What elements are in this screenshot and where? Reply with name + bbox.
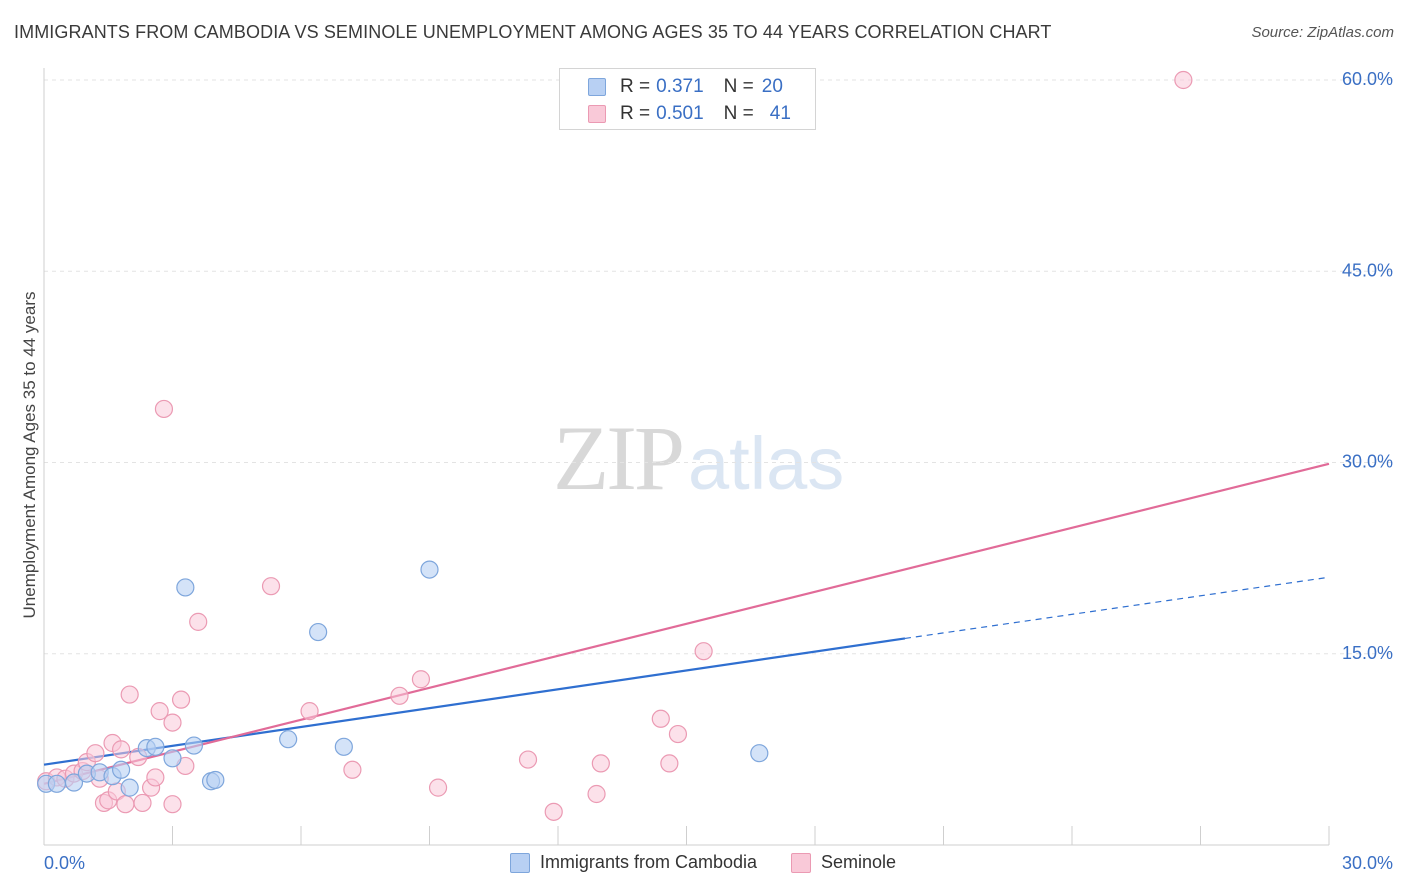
point-cambodia	[120, 778, 139, 797]
legend-swatch-seminole	[791, 852, 812, 873]
chart-title: IMMIGRANTS FROM CAMBODIA VS SEMINOLE UNE…	[14, 22, 1052, 42]
point-seminole	[120, 685, 139, 704]
point-seminole	[343, 760, 362, 779]
point-seminole	[668, 724, 688, 744]
point-seminole	[116, 795, 135, 814]
stats-legend: R = 0.371 N = 20 R = 0.501 N = 41	[559, 68, 816, 130]
legend-n-value: 41	[769, 103, 791, 124]
legend-n-label: N =	[723, 103, 754, 124]
legend-n-value: 20	[761, 76, 783, 97]
legend-label-cambodia: Immigrants from Cambodia	[539, 852, 758, 872]
x-tick-label: 0.0%	[44, 853, 85, 873]
point-seminole	[587, 784, 606, 804]
y-tick-label: 60.0%	[1342, 69, 1393, 89]
point-cambodia	[420, 560, 439, 579]
point-seminole	[133, 793, 152, 813]
point-seminole	[518, 750, 538, 769]
chart-source: Source: ZipAtlas.com	[1251, 24, 1394, 41]
y-tick-label: 30.0%	[1342, 452, 1393, 472]
point-cambodia	[146, 737, 165, 756]
point-seminole	[428, 778, 448, 797]
legend-item-cambodia[interactable]: Immigrants from Cambodia	[509, 852, 758, 873]
legend-item-seminole[interactable]: Seminole	[791, 852, 896, 873]
point-cambodia	[111, 760, 131, 779]
legend-swatch-cambodia	[588, 78, 606, 96]
point-seminole	[591, 754, 610, 773]
point-cambodia	[206, 770, 225, 790]
trend-line-cambodia-projection	[904, 576, 1330, 640]
legend-r-value: 0.501	[656, 103, 704, 124]
series-legend: Immigrants from Cambodia Seminole	[0, 852, 1406, 873]
legend-row-cambodia: R = 0.371 N = 20	[588, 75, 783, 99]
point-cambodia	[279, 730, 298, 749]
point-cambodia	[64, 773, 84, 792]
watermark: ZIPatlas	[553, 405, 844, 511]
point-cambodia	[750, 744, 769, 763]
y-tick-label: 15.0%	[1342, 643, 1393, 663]
point-seminole	[154, 399, 174, 419]
point-cambodia	[47, 774, 66, 793]
point-seminole	[261, 577, 281, 596]
point-seminole	[163, 713, 182, 732]
legend-r-label: R =	[620, 76, 651, 97]
point-cambodia	[334, 737, 353, 756]
legend-r-value: 0.371	[656, 76, 704, 97]
point-cambodia	[309, 622, 328, 642]
point-cambodia	[184, 736, 204, 755]
point-cambodia	[176, 578, 195, 597]
point-seminole	[660, 754, 679, 773]
x-tick-label: 30.0%	[1342, 853, 1393, 873]
data-points	[37, 70, 1193, 821]
point-seminole	[544, 802, 563, 821]
y-tick-label: 45.0%	[1342, 260, 1393, 280]
legend-row-seminole: R = 0.501 N = 41	[588, 102, 791, 126]
point-cambodia	[163, 749, 182, 768]
point-seminole	[86, 744, 105, 763]
point-seminole	[189, 612, 208, 631]
point-seminole	[411, 670, 431, 689]
tick-labels: 15.0% 30.0% 45.0% 60.0% 0.0% 30.0%	[44, 69, 1393, 873]
watermark-zip: ZIP	[553, 407, 685, 509]
point-seminole	[111, 740, 131, 759]
point-seminole	[300, 702, 319, 721]
legend-n-label: N =	[723, 76, 754, 97]
legend-label-seminole: Seminole	[821, 852, 897, 872]
legend-swatch-seminole	[588, 105, 606, 123]
point-seminole	[651, 709, 670, 728]
legend-r-label: R =	[620, 103, 651, 124]
point-seminole	[163, 795, 182, 814]
point-seminole	[150, 702, 169, 721]
trend-line-seminole	[43, 462, 1330, 785]
point-seminole	[1174, 70, 1193, 90]
point-seminole	[694, 642, 713, 661]
point-seminole	[390, 686, 409, 705]
point-seminole	[146, 768, 165, 787]
watermark-atlas: atlas	[688, 422, 845, 505]
point-seminole	[171, 690, 191, 709]
axes	[43, 68, 1330, 846]
gridlines	[44, 79, 1392, 655]
legend-swatch-cambodia	[509, 852, 530, 873]
